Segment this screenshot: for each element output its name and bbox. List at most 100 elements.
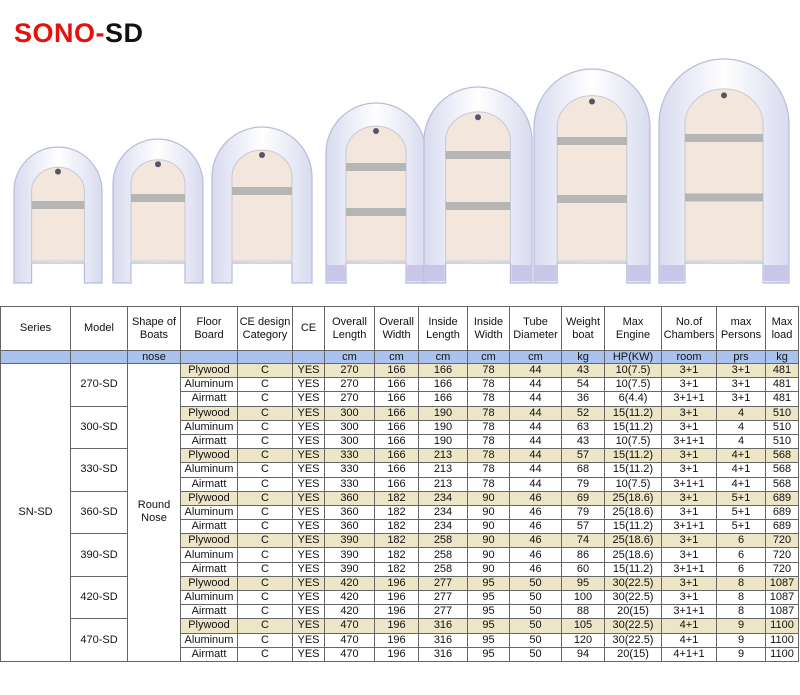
data-cell: 300 (324, 419, 375, 435)
data-cell: 78 (467, 433, 510, 450)
data-cell: 196 (374, 589, 419, 606)
data-cell: 277 (418, 575, 468, 592)
data-cell: 44 (509, 405, 562, 421)
data-cell: 166 (374, 419, 419, 435)
header-cell: Weight boat (561, 306, 605, 351)
data-cell: 10(7.5) (604, 476, 662, 492)
header-cell: max Persons (716, 306, 766, 351)
data-cell: 95 (467, 632, 510, 648)
data-cell: 1087 (765, 589, 799, 606)
data-cell: 8 (716, 604, 766, 620)
data-cell: 4 (716, 419, 766, 435)
data-cell: 15(11.2) (604, 561, 662, 577)
data-cell: 6 (716, 561, 766, 577)
data-cell: 90 (467, 561, 510, 577)
data-cell: C (237, 391, 293, 407)
data-cell: 94 (561, 646, 605, 662)
data-cell: YES (292, 504, 325, 521)
boat-shape (327, 265, 345, 281)
data-cell: 277 (418, 589, 468, 606)
unit-cell: prs (716, 350, 766, 364)
data-cell: Aluminum (180, 377, 238, 393)
boat-shape (232, 187, 292, 195)
unit-cell (292, 350, 325, 364)
data-cell: Airmatt (180, 476, 238, 492)
data-cell: YES (292, 419, 325, 435)
data-cell: Plywood (180, 405, 238, 421)
data-cell: 74 (561, 533, 605, 549)
data-cell: 166 (418, 377, 468, 393)
data-cell: 330 (324, 476, 375, 492)
data-cell: 95 (467, 604, 510, 620)
unit-cell: cm (418, 350, 468, 364)
data-cell: C (237, 362, 293, 379)
data-cell: 568 (765, 448, 799, 464)
data-cell: C (237, 533, 293, 549)
data-cell: 689 (765, 519, 799, 535)
data-cell: 300 (324, 433, 375, 450)
unit-cell (237, 350, 293, 364)
data-cell: 190 (418, 433, 468, 450)
data-cell: 25(18.6) (604, 490, 662, 506)
data-cell: Airmatt (180, 646, 238, 662)
data-cell: 25(18.6) (604, 533, 662, 549)
data-cell: 3+1 (716, 362, 766, 379)
data-cell: 390 (324, 533, 375, 549)
header-cell: Model (70, 306, 128, 351)
data-cell: 234 (418, 504, 468, 521)
model-cell: 300-SD (70, 405, 128, 450)
boat-shape (445, 111, 511, 262)
data-cell: 510 (765, 433, 799, 450)
data-cell: 360 (324, 490, 375, 506)
data-cell: Airmatt (180, 561, 238, 577)
header-cell: Inside Length (418, 306, 468, 351)
data-cell: Plywood (180, 575, 238, 592)
data-cell: YES (292, 533, 325, 549)
data-cell: Plywood (180, 490, 238, 506)
data-cell: 44 (509, 377, 562, 393)
unit-cell: HP(KW) (604, 350, 662, 364)
data-cell: 44 (509, 462, 562, 478)
data-cell: 3+1+1 (661, 561, 717, 577)
data-row: 330-SD Plywood C YES 330 166 213 78 44 57 15(11.2)… (1, 448, 799, 492)
data-cell: 4 (716, 405, 766, 421)
data-cell: 3+1+1 (661, 476, 717, 492)
data-cell: 63 (561, 419, 605, 435)
model-cell: 470-SD (70, 618, 128, 662)
data-cell: YES (292, 362, 325, 379)
data-cell: 44 (509, 362, 562, 379)
boat-shape (407, 265, 425, 281)
boat-shape (131, 194, 185, 202)
data-cell: 182 (374, 519, 419, 535)
data-cell: 46 (509, 519, 562, 535)
data-cell: 78 (467, 462, 510, 478)
boat-shape (55, 168, 61, 175)
boat-images (13, 58, 790, 284)
header-cell: Overall Length (324, 306, 375, 351)
data-cell: 15(11.2) (604, 405, 662, 421)
data-cell: 4+1 (661, 618, 717, 634)
data-cell: 196 (374, 618, 419, 634)
data-cell: 196 (374, 604, 419, 620)
data-cell: 3+1+1 (661, 391, 717, 407)
series-cell: SN-SD (0, 363, 71, 662)
data-cell: 5+1 (716, 490, 766, 506)
boat-shape (31, 201, 85, 209)
unit-cell: kg (765, 350, 799, 364)
data-cell: 481 (765, 362, 799, 379)
data-cell: 46 (509, 561, 562, 577)
title-model: SD (105, 18, 144, 48)
data-cell: C (237, 561, 293, 577)
header-cell: Shape of Boats (127, 306, 181, 351)
data-cell: 316 (418, 646, 468, 662)
data-cell: 360 (324, 519, 375, 535)
data-cell: C (237, 377, 293, 393)
data-cell: 95 (467, 618, 510, 634)
boat-shape (445, 151, 511, 159)
data-cell: 95 (467, 589, 510, 606)
boat-shape (660, 265, 684, 281)
data-cell: 57 (561, 519, 605, 535)
data-cell: 196 (374, 575, 419, 592)
data-cell: 720 (765, 561, 799, 577)
data-cell: 481 (765, 377, 799, 393)
